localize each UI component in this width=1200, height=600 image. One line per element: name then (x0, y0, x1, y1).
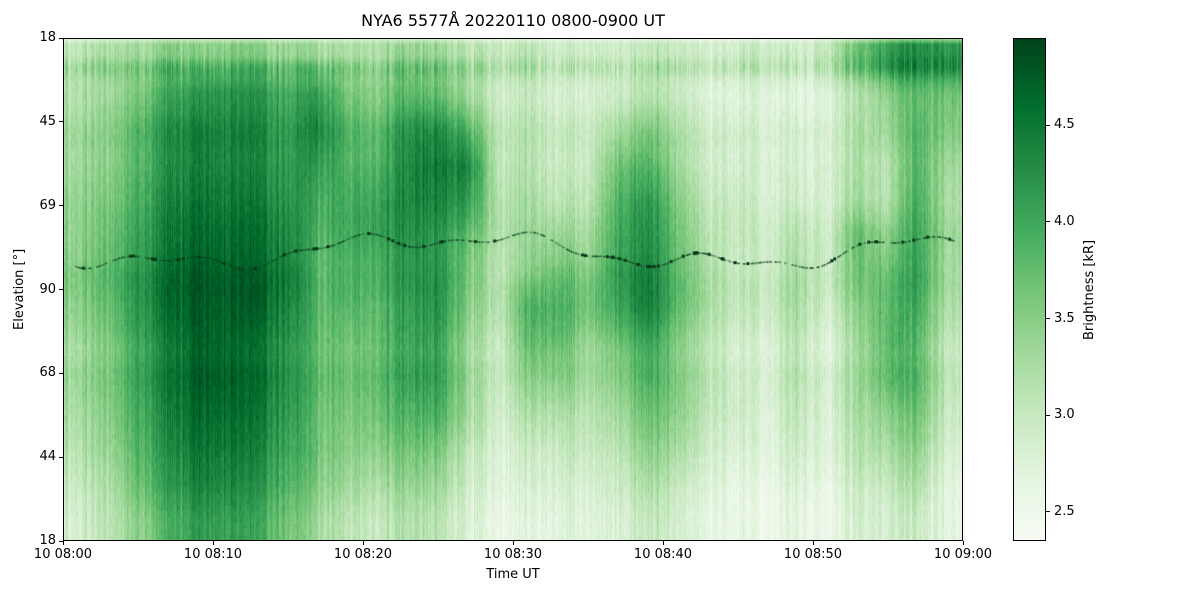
x-tick-label: 10 08:50 (783, 547, 843, 562)
x-tick-mark (812, 541, 814, 545)
y-tick-label: 18 (39, 533, 56, 548)
x-tick-label: 10 08:00 (33, 547, 93, 562)
colorbar-tick-mark (1046, 414, 1050, 416)
x-axis-label: Time UT (486, 567, 540, 582)
y-tick-label: 90 (39, 281, 56, 297)
x-tick-mark (662, 541, 664, 545)
y-tick-mark (59, 205, 63, 207)
y-tick-mark (59, 540, 63, 542)
colorbar-tick-mark (1046, 511, 1050, 513)
colorbar-canvas (1014, 39, 1045, 540)
x-tick-mark (62, 541, 64, 545)
colorbar (1013, 38, 1046, 541)
colorbar-tick-mark (1046, 124, 1050, 126)
y-tick-mark (59, 456, 63, 458)
colorbar-label: Brightness [kR] (1082, 239, 1097, 340)
x-tick-mark (212, 541, 214, 545)
y-tick-label: 44 (39, 449, 56, 465)
x-tick-mark (362, 541, 364, 545)
colorbar-tick-mark (1046, 318, 1050, 320)
y-tick-label: 69 (39, 197, 56, 213)
colorbar-tick-label: 3.5 (1054, 310, 1075, 326)
colorbar-tick-label: 2.5 (1054, 503, 1075, 519)
x-tick-label: 10 08:20 (333, 547, 393, 562)
y-tick-mark (59, 37, 63, 39)
colorbar-tick-label: 4.0 (1054, 213, 1075, 229)
colorbar-tick-label: 4.5 (1054, 117, 1075, 133)
x-tick-label: 10 08:10 (183, 547, 243, 562)
x-tick-mark (512, 541, 514, 545)
x-tick-mark (962, 541, 964, 545)
chart-title: NYA6 5577Å 20220110 0800-0900 UT (361, 11, 665, 30)
y-tick-label: 68 (39, 365, 56, 381)
heatmap-canvas (64, 39, 962, 540)
y-tick-mark (59, 121, 63, 123)
y-tick-label: 45 (39, 113, 56, 129)
plot-area (63, 38, 963, 541)
x-tick-label: 10 08:30 (483, 547, 543, 562)
colorbar-tick-mark (1046, 221, 1050, 223)
y-tick-label: 18 (39, 30, 56, 45)
y-tick-mark (59, 289, 63, 290)
y-tick-mark (59, 372, 63, 374)
x-tick-label: 10 08:40 (633, 547, 693, 562)
colorbar-tick-label: 3.0 (1054, 407, 1075, 423)
x-tick-label: 10 09:00 (933, 547, 993, 562)
